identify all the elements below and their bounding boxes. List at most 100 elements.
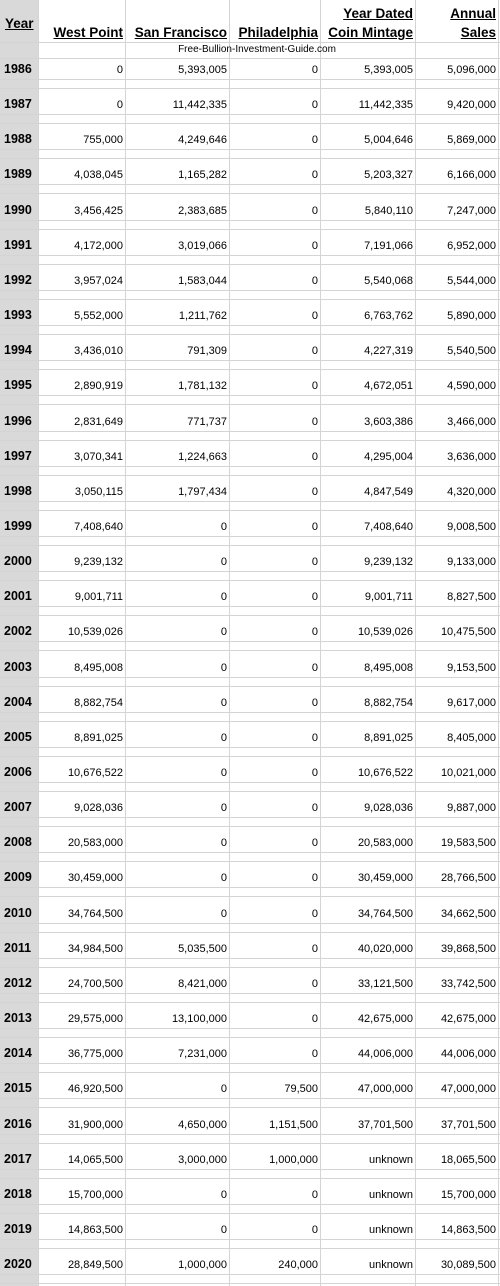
grid-column-line xyxy=(38,0,39,1286)
grid-row-line xyxy=(0,1063,500,1064)
san-francisco-cell: 0 xyxy=(220,1189,227,1201)
san-francisco-cell: 1,797,434 xyxy=(178,486,227,498)
sales-cell: 3,466,000 xyxy=(447,416,496,428)
year-cell: 2004 xyxy=(4,695,32,709)
west-point-cell: 8,882,754 xyxy=(74,697,123,709)
san-francisco-cell: 4,650,000 xyxy=(178,1119,227,1131)
mintage-cell: unknown xyxy=(368,1224,413,1236)
mintage-cell: 5,840,110 xyxy=(364,205,413,217)
mintage-cell: 5,393,005 xyxy=(364,64,413,76)
year-cell: 2019 xyxy=(4,1222,32,1236)
grid-column-line xyxy=(229,0,230,1286)
year-cell: 1997 xyxy=(4,449,32,463)
grid-row-line xyxy=(0,817,500,818)
philadelphia-cell: 0 xyxy=(311,732,318,744)
sales-cell: 5,544,000 xyxy=(447,275,496,287)
year-cell: 1991 xyxy=(4,238,32,252)
philadelphia-cell: 240,000 xyxy=(278,1259,318,1271)
grid-row-line xyxy=(0,1107,500,1108)
sales-cell: 9,153,500 xyxy=(447,662,496,674)
mintage-cell: 8,882,754 xyxy=(364,697,413,709)
grid-row-line xyxy=(0,580,500,581)
header-san-francisco: San Francisco xyxy=(134,25,227,40)
west-point-cell: 755,000 xyxy=(83,134,123,146)
san-francisco-cell: 1,000,000 xyxy=(178,1259,227,1271)
header-annual-line2: Sales xyxy=(460,25,496,40)
source-credit: Free-Bullion-Investment-Guide.com xyxy=(178,44,336,55)
year-cell: 2010 xyxy=(4,906,32,920)
philadelphia-cell: 0 xyxy=(311,1224,318,1236)
year-cell: 1992 xyxy=(4,273,32,287)
sales-cell: 28,766,500 xyxy=(440,872,496,884)
west-point-cell: 3,436,010 xyxy=(74,345,123,357)
grid-row-line xyxy=(0,334,500,335)
west-point-cell: 29,575,000 xyxy=(67,1013,123,1025)
mintage-cell: 5,203,327 xyxy=(364,169,413,181)
grid-row-line xyxy=(0,1134,500,1135)
west-point-cell: 3,070,341 xyxy=(74,451,123,463)
west-point-cell: 4,038,045 xyxy=(74,169,123,181)
grid-row-line xyxy=(0,756,500,757)
sales-cell: 9,133,000 xyxy=(447,556,496,568)
san-francisco-cell: 8,421,000 xyxy=(178,978,227,990)
philadelphia-cell: 0 xyxy=(311,310,318,322)
year-cell: 2015 xyxy=(4,1081,32,1095)
san-francisco-cell: 0 xyxy=(220,802,227,814)
philadelphia-cell: 0 xyxy=(311,99,318,111)
mintage-cell: 4,672,051 xyxy=(364,380,413,392)
west-point-cell: 0 xyxy=(116,99,123,111)
san-francisco-cell: 0 xyxy=(220,872,227,884)
grid-row-line xyxy=(0,1072,500,1073)
philadelphia-cell: 0 xyxy=(311,767,318,779)
san-francisco-cell: 0 xyxy=(220,908,227,920)
san-francisco-cell: 0 xyxy=(220,626,227,638)
west-point-cell: 9,028,036 xyxy=(74,802,123,814)
grid-row-line xyxy=(0,615,500,616)
philadelphia-cell: 0 xyxy=(311,64,318,76)
mintage-cell: 8,495,008 xyxy=(364,662,413,674)
grid-row-line xyxy=(0,466,500,467)
year-cell: 2009 xyxy=(4,870,32,884)
san-francisco-cell: 1,211,762 xyxy=(178,310,227,322)
header-west-point: West Point xyxy=(53,25,123,40)
grid-row-line xyxy=(0,1274,500,1275)
year-cell: 1990 xyxy=(4,203,32,217)
grid-row-line xyxy=(0,42,500,43)
west-point-cell: 0 xyxy=(116,64,123,76)
grid-row-line xyxy=(0,932,500,933)
philadelphia-cell: 0 xyxy=(311,837,318,849)
year-cell: 2012 xyxy=(4,976,32,990)
grid-row-line xyxy=(0,431,500,432)
sales-cell: 30,089,500 xyxy=(440,1259,496,1271)
sales-cell: 39,868,500 xyxy=(440,943,496,955)
sales-cell: 15,700,000 xyxy=(440,1189,496,1201)
philadelphia-cell: 0 xyxy=(311,275,318,287)
west-point-cell: 8,495,008 xyxy=(74,662,123,674)
philadelphia-cell: 0 xyxy=(311,345,318,357)
san-francisco-cell: 1,224,663 xyxy=(178,451,227,463)
sales-cell: 4,320,000 xyxy=(447,486,496,498)
grid-row-line xyxy=(0,395,500,396)
philadelphia-cell: 0 xyxy=(311,556,318,568)
mintage-cell: unknown xyxy=(368,1154,413,1166)
grid-row-line xyxy=(0,650,500,651)
san-francisco-cell: 0 xyxy=(220,662,227,674)
west-point-cell: 3,957,024 xyxy=(74,275,123,287)
year-cell: 1994 xyxy=(4,343,32,357)
grid-column-line xyxy=(415,0,416,1286)
year-cell: 2018 xyxy=(4,1187,32,1201)
philadelphia-cell: 0 xyxy=(311,521,318,533)
mintage-cell: 6,763,762 xyxy=(364,310,413,322)
philadelphia-cell: 0 xyxy=(311,486,318,498)
grid-row-line xyxy=(0,896,500,897)
grid-row-line xyxy=(0,404,500,405)
philadelphia-cell: 0 xyxy=(311,380,318,392)
grid-column-line xyxy=(320,0,321,1286)
grid-column-line xyxy=(498,0,499,1286)
mintage-cell: 30,459,000 xyxy=(357,872,413,884)
year-cell: 2014 xyxy=(4,1046,32,1060)
grid-row-line xyxy=(0,1143,500,1144)
sales-cell: 18,065,500 xyxy=(440,1154,496,1166)
philadelphia-cell: 0 xyxy=(311,872,318,884)
